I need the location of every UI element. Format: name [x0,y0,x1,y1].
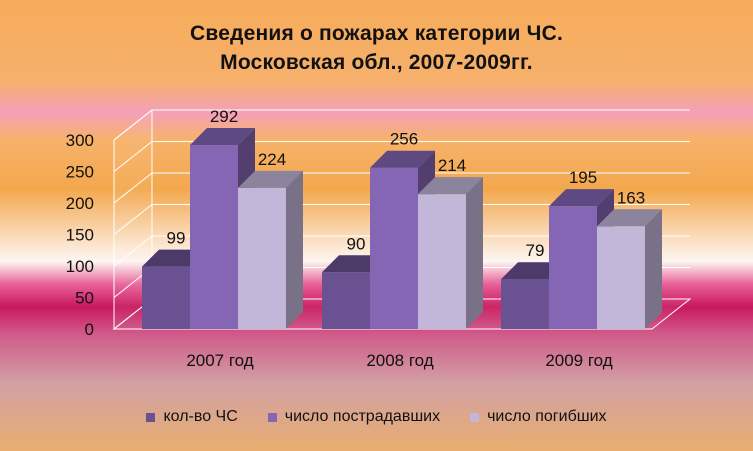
gridline [113,204,690,235]
data-label: 195 [569,168,597,187]
legend-entry: кол-во ЧС [146,408,238,426]
legend-label: число пострадавших [284,408,441,425]
category-label: 2009 год [545,351,612,370]
y-tick-label: 200 [66,194,94,213]
bar [322,272,370,329]
bar [597,226,645,329]
data-label: 224 [258,150,286,169]
data-label: 163 [617,188,645,207]
bar [190,145,238,329]
legend-swatch [267,412,277,422]
data-label: 214 [438,156,466,175]
legend-entry: число погибших [470,408,607,426]
y-tick-label: 0 [85,320,94,339]
data-label: 79 [526,241,545,260]
bar [142,266,190,329]
chart-title-line-1: Сведения о пожарах категории ЧС. [190,22,563,45]
bar [549,206,597,329]
y-tick-label: 150 [66,226,94,245]
chart-title-line-2: Московская обл., 2007-2009гг. [220,51,533,74]
legend: кол-во ЧС число пострадавших число погибши… [0,408,753,426]
gridline [113,109,690,141]
bar [238,187,286,329]
bar [418,194,466,329]
bar-top [370,150,435,168]
bar-top [597,209,662,227]
bar [501,279,549,329]
data-label: 256 [390,130,418,149]
gridline [113,172,690,204]
bar-top [549,189,614,207]
gridline [113,235,690,267]
legend-label: число погибших [487,408,607,425]
y-tick-label: 100 [66,257,94,276]
legend-label: кол-во ЧС [163,408,238,425]
bar-top [418,177,483,195]
bar-top [190,128,255,146]
legend-swatch [146,412,156,422]
y-tick-label: 50 [75,289,94,308]
gridline [113,141,690,172]
bar [370,167,418,329]
data-label: 90 [347,234,366,253]
legend-entry: число пострадавших [267,408,441,426]
bar-side [645,209,662,329]
data-label: 292 [210,107,238,126]
data-label: 99 [167,229,186,248]
category-label: 2007 год [186,351,253,370]
bar-side [466,177,483,329]
y-tick-label: 300 [66,131,94,150]
legend-swatch [470,412,480,422]
bar-side [286,170,303,329]
y-tick-label: 250 [66,163,94,182]
bar-top [238,170,303,188]
category-label: 2008 год [366,351,433,370]
